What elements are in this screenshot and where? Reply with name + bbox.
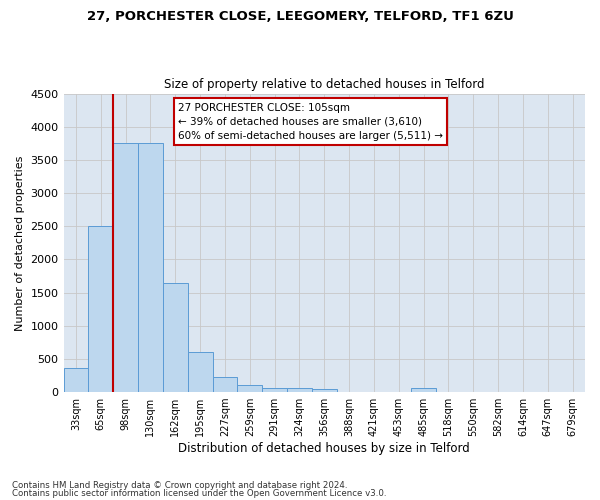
- Text: Contains HM Land Registry data © Crown copyright and database right 2024.: Contains HM Land Registry data © Crown c…: [12, 481, 347, 490]
- Bar: [411, 388, 436, 392]
- Bar: [163, 284, 188, 392]
- Title: Size of property relative to detached houses in Telford: Size of property relative to detached ho…: [164, 78, 485, 91]
- Bar: [238, 385, 262, 392]
- Y-axis label: Number of detached properties: Number of detached properties: [15, 155, 25, 330]
- Bar: [287, 388, 312, 392]
- Text: Contains public sector information licensed under the Open Government Licence v3: Contains public sector information licen…: [12, 488, 386, 498]
- Text: 27, PORCHESTER CLOSE, LEEGOMERY, TELFORD, TF1 6ZU: 27, PORCHESTER CLOSE, LEEGOMERY, TELFORD…: [86, 10, 514, 23]
- Bar: [88, 226, 113, 392]
- Bar: [212, 377, 238, 392]
- Bar: [188, 352, 212, 392]
- Bar: [64, 368, 88, 392]
- Bar: [262, 388, 287, 392]
- X-axis label: Distribution of detached houses by size in Telford: Distribution of detached houses by size …: [178, 442, 470, 455]
- Text: 27 PORCHESTER CLOSE: 105sqm
← 39% of detached houses are smaller (3,610)
60% of : 27 PORCHESTER CLOSE: 105sqm ← 39% of det…: [178, 102, 443, 141]
- Bar: [312, 389, 337, 392]
- Bar: [113, 142, 138, 392]
- Bar: [138, 142, 163, 392]
